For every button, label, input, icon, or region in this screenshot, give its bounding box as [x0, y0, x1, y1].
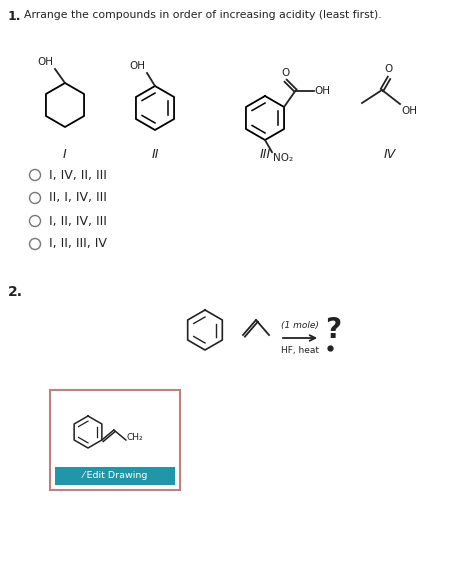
Text: I, II, III, IV: I, II, III, IV — [49, 238, 107, 251]
Text: III: III — [259, 148, 271, 161]
Text: II, I, IV, III: II, I, IV, III — [49, 191, 107, 204]
Text: 1.: 1. — [8, 10, 21, 23]
Text: I, IV, II, III: I, IV, II, III — [49, 169, 107, 182]
Text: HF, heat: HF, heat — [281, 346, 319, 355]
Text: ⁄ Edit Drawing: ⁄ Edit Drawing — [82, 471, 148, 481]
Text: NO₂: NO₂ — [273, 153, 293, 163]
Text: (1 mole): (1 mole) — [281, 321, 319, 330]
Text: CH₂: CH₂ — [127, 434, 144, 443]
Text: ?: ? — [325, 316, 341, 344]
Text: OH: OH — [129, 61, 145, 71]
Text: Arrange the compounds in order of increasing acidity (least first).: Arrange the compounds in order of increa… — [24, 10, 382, 20]
FancyBboxPatch shape — [55, 467, 175, 485]
Text: I: I — [63, 148, 67, 161]
Text: I, II, IV, III: I, II, IV, III — [49, 215, 107, 228]
FancyBboxPatch shape — [50, 390, 180, 490]
Text: 2.: 2. — [8, 285, 23, 299]
Text: OH: OH — [315, 85, 330, 96]
Text: O: O — [282, 68, 290, 78]
Text: IV: IV — [384, 148, 396, 161]
Text: O: O — [385, 64, 393, 74]
Text: OH: OH — [37, 57, 53, 67]
Text: OH: OH — [401, 106, 417, 116]
Text: II: II — [151, 148, 159, 161]
